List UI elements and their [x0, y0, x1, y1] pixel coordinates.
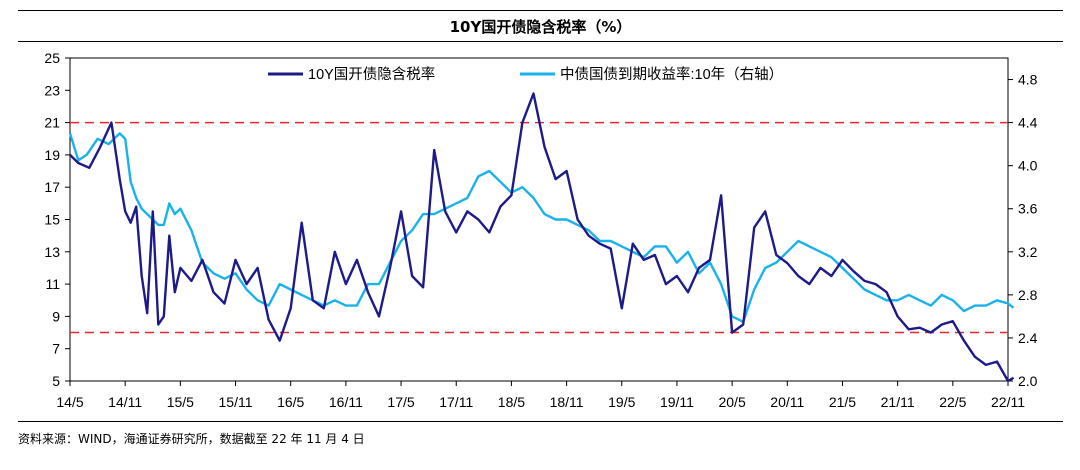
y-left-tick-label: 25: [44, 50, 60, 66]
x-tick-label: 20/5: [718, 394, 745, 410]
x-tick-label: 21/5: [829, 394, 856, 410]
x-tick-label: 15/5: [167, 394, 194, 410]
y-right-tick-label: 2.8: [1018, 287, 1038, 303]
y-left-tick-label: 13: [44, 244, 60, 260]
legend-label-treasury-yield: 中债国债到期收益率:10年（右轴）: [560, 66, 783, 83]
y-left-tick-label: 23: [44, 82, 60, 98]
y-right-tick-label: 4.0: [1018, 158, 1038, 174]
legend-label-tax-rate: 10Y国开债隐含税率: [308, 66, 435, 83]
x-tick-label: 21/11: [881, 394, 915, 410]
y-left-tick-label: 17: [44, 179, 60, 195]
series-line-tax-rate: [69, 92, 1015, 383]
x-tick-label: 18/5: [498, 394, 525, 410]
chart-title: 10Y国开债隐含税率（%）: [449, 17, 632, 36]
y-left-tick-label: 21: [44, 115, 60, 131]
chart-title-bar: 10Y国开债隐含税率（%）: [18, 10, 1063, 42]
x-tick-label: 17/5: [387, 394, 414, 410]
series-line-treasury-yield: [68, 132, 1015, 323]
x-tick-label: 19/11: [660, 394, 694, 410]
y-left-tick-label: 9: [52, 308, 60, 324]
x-tick-label: 22/5: [939, 394, 966, 410]
y-right-tick-label: 4.8: [1018, 72, 1038, 88]
x-tick-label: 17/11: [439, 394, 473, 410]
x-tick-label: 14/11: [108, 394, 142, 410]
x-tick-label: 16/11: [329, 394, 363, 410]
y-right-tick-label: 2.4: [1018, 330, 1038, 346]
source-note: 资料来源：WIND，海通证券研究所，数据截至 22 年 11 月 4 日: [18, 421, 1063, 447]
line-chart: 5 7 9 11 13 15 17 19 21 23 25 2.0 2.4 2.8 3.2 3.6 4.0 4.4…: [44, 50, 1038, 410]
y-left-tick-label: 5: [52, 373, 60, 389]
x-tick-label: 18/11: [550, 394, 584, 410]
x-tick-label: 19/5: [608, 394, 635, 410]
x-tick-label: 15/11: [219, 394, 253, 410]
y-left-tick-label: 19: [44, 147, 60, 163]
x-tick-label: 14/5: [56, 394, 83, 410]
x-tick-label: 20/11: [770, 394, 804, 410]
y-left-tick-label: 15: [44, 212, 60, 228]
y-right-tick-label: 4.4: [1018, 115, 1038, 131]
y-right-tick-label: 2.0: [1018, 373, 1038, 389]
y-left-tick-label: 7: [52, 341, 60, 357]
y-right-tick-label: 3.6: [1018, 201, 1038, 217]
x-tick-label: 22/11: [991, 394, 1025, 410]
y-right-tick-label: 3.2: [1018, 244, 1038, 260]
y-left-tick-label: 11: [45, 276, 60, 292]
x-tick-label: 16/5: [277, 394, 304, 410]
